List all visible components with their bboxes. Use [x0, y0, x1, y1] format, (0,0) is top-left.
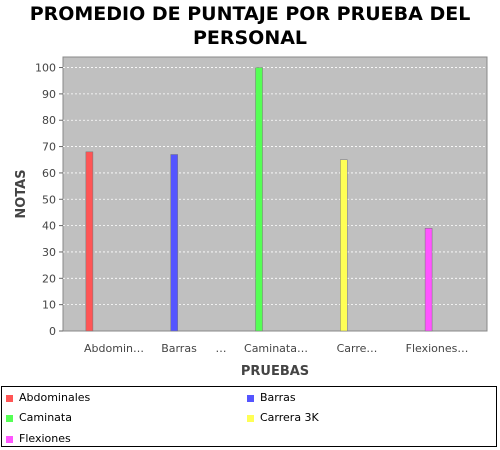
legend-swatch [6, 435, 13, 443]
x-tick-label: Abdomin… [84, 342, 144, 355]
y-tick-label: 100 [35, 62, 56, 75]
y-tick-label: 40 [42, 220, 56, 233]
x-tick-label: … [216, 342, 227, 355]
legend-label: Caminata [19, 411, 72, 424]
chart-legend: Abdominales Barras Caminata Carrera 3K Flexi… [1, 386, 497, 447]
bar-caminata [255, 67, 263, 332]
y-tick-label: 20 [42, 272, 56, 285]
y-tick-label: 90 [42, 88, 56, 101]
legend-item: Flexiones [6, 432, 71, 445]
legend-label: Abdominales [19, 391, 91, 404]
bar-carrera-3k [340, 159, 348, 332]
chart-title: PROMEDIO DE PUNTAJE POR PRUEBA DEL PERSO… [0, 2, 500, 50]
y-tick-label: 0 [49, 325, 56, 338]
legend-label: Barras [260, 391, 296, 404]
bar-abdominales [85, 151, 94, 332]
legend-swatch [6, 394, 13, 402]
y-axis-title: NOTAS [14, 169, 29, 218]
y-tick-label: 80 [42, 114, 56, 127]
chart-title-line-2: PERSONAL [192, 27, 308, 49]
legend-label: Flexiones [19, 432, 71, 445]
bar-flexiones [424, 228, 433, 332]
chart-title-line-1: PROMEDIO DE PUNTAJE POR PRUEBA DEL [29, 3, 471, 25]
legend-item: Abdominales [6, 391, 90, 404]
legend-label: Carrera 3K [260, 411, 319, 424]
legend-item: Barras [247, 391, 296, 404]
y-tick-label: 50 [42, 193, 56, 206]
x-tick-label: Caminata… [244, 342, 308, 355]
legend-swatch [6, 414, 13, 422]
legend-item: Caminata [6, 411, 72, 424]
y-tick-label: 70 [42, 141, 56, 154]
y-tick-label: 10 [42, 299, 56, 312]
legend-swatch [247, 394, 254, 402]
x-tick-label: Barras [161, 342, 197, 355]
x-axis-title: PRUEBAS [241, 364, 309, 379]
legend-item: Carrera 3K [247, 411, 319, 424]
y-tick-label: 30 [42, 246, 56, 259]
bar-barras [170, 154, 178, 332]
legend-swatch [247, 414, 254, 422]
plot-area [62, 56, 488, 332]
y-tick-label: 60 [42, 167, 56, 180]
x-tick-label: Flexiones… [406, 342, 469, 355]
x-tick-label: Carre… [337, 342, 378, 355]
